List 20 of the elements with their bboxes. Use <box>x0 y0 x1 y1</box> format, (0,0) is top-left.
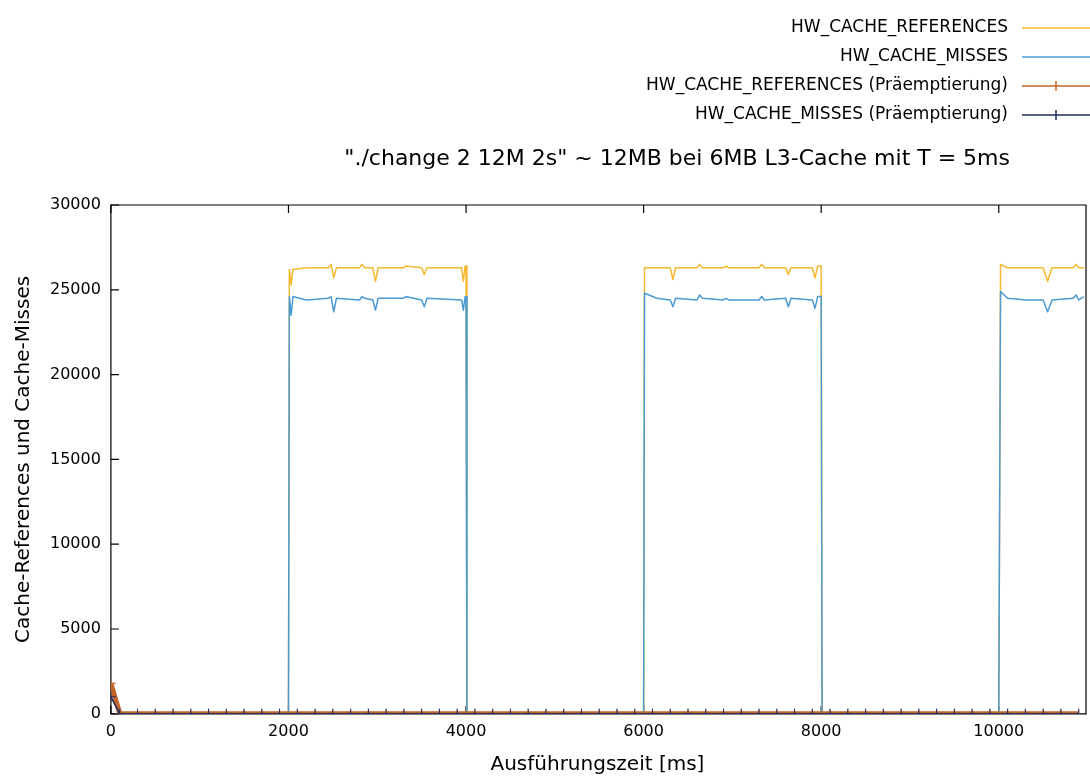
x-tick-label: 4000 <box>445 720 487 740</box>
x-tick-label: 10000 <box>973 720 1025 740</box>
y-tick-label: 5000 <box>60 618 101 638</box>
y-tick-label: 10000 <box>49 533 101 553</box>
x-tick-label: 2000 <box>268 720 309 740</box>
x-tick-label: 6000 <box>623 720 664 740</box>
x-tick-label: 0 <box>105 720 116 740</box>
y-tick-label: 25000 <box>49 278 101 298</box>
y-tick-label: 30000 <box>49 194 101 214</box>
x-tick-label: 8000 <box>800 720 842 740</box>
chart-title: "./change 2 12M 2s" ~ 12MB bei 6MB L3-Cache mit T = 5ms <box>344 144 1010 170</box>
legend-label: HW_CACHE_REFERENCES <box>791 16 1008 38</box>
legend-label: HW_CACHE_MISSES (Präemptierung) <box>695 103 1008 125</box>
y-tick-label: 20000 <box>49 363 101 383</box>
y-axis-title: Cache-References und Cache-Misses <box>10 275 35 643</box>
legend-label: HW_CACHE_MISSES <box>840 45 1008 67</box>
y-tick-label: 0 <box>90 702 101 722</box>
x-axis-title: Ausführungszeit [ms] <box>490 751 705 776</box>
legend-label: HW_CACHE_REFERENCES (Präemptierung) <box>646 74 1008 96</box>
y-tick-label: 15000 <box>49 448 101 468</box>
